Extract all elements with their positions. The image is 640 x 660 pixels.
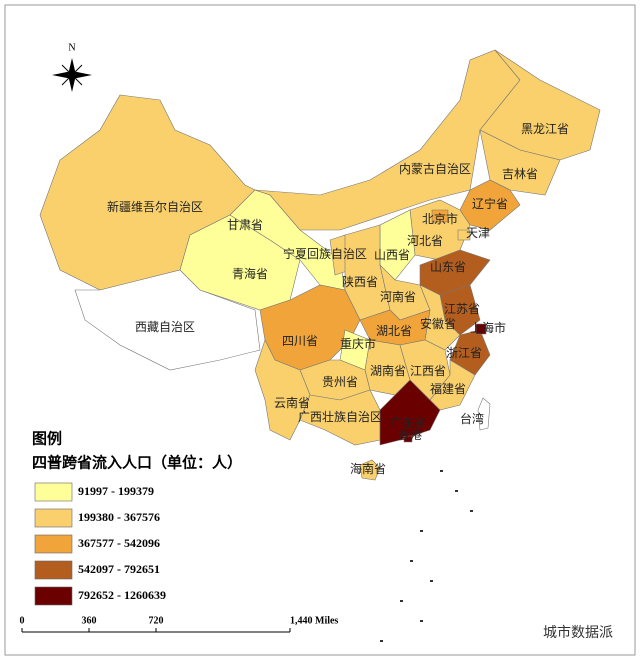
province-label: 四川省 [282,334,318,348]
province-label: 台湾 [460,411,484,426]
province-label: 内蒙古自治区 [399,161,471,176]
compass-label: N [68,42,75,53]
province-label: 香港 [398,428,422,442]
legend-label: 542097 - 792651 [78,562,160,576]
province [359,459,381,481]
legend-swatch [34,534,73,554]
province-label: 湖南省 [370,363,406,378]
province-label: 湖北省 [376,323,412,338]
province [475,323,487,335]
scale-label: 360 [82,615,97,626]
legend-label: 91997 - 199379 [78,484,154,498]
province-label: 北京市 [422,211,458,226]
province-label: 贵州省 [322,375,358,389]
legend-title: 图例 [32,429,62,447]
island [430,580,433,582]
province-label: 新疆维吾尔自治区 [107,199,203,214]
province-label: 浙江省 [446,346,482,360]
province-label: 河北省 [407,234,443,248]
province-label: 西藏自治区 [135,320,195,334]
province [403,435,413,443]
province-label: 天津 [466,226,490,240]
island [420,530,423,532]
island [470,510,473,512]
province-label: 黑龙江省 [521,122,569,136]
legend-label: 367577 - 542096 [78,536,160,550]
province-label: 安徽省 [420,316,456,331]
province-label: 河南省 [380,289,416,304]
province-label: 上海市 [470,320,506,335]
province-label: 广东省 [390,416,426,430]
province-label: 江苏省 [444,302,480,316]
province-label: 宁夏回族自治区 [283,246,367,261]
scale-label: 720 [149,615,164,626]
legend-swatch [34,508,73,528]
legend-swatch [34,482,73,502]
island [440,470,443,472]
island [380,640,383,642]
province-label: 辽宁省 [472,196,508,211]
province-label: 云南省 [274,395,310,410]
legend-subtitle: 四普跨省流入人口（单位：人） [32,453,242,471]
compass [52,58,92,92]
island [455,490,458,492]
legend-label: 792652 - 1260639 [78,588,166,602]
province [74,269,261,371]
legend-swatch [34,586,73,606]
scale-label: 0 [20,615,25,626]
province-label: 江西省 [410,364,446,378]
province-label: 山西省 [374,248,410,262]
island [420,620,423,622]
scale-label: 1,440 Miles [290,615,338,626]
province [477,397,491,431]
legend-label: 199380 - 367576 [78,510,160,524]
province-label: 青海省 [232,266,268,281]
province [379,379,441,446]
province-label: 广西壮族自治区 [298,410,382,424]
province-label: 吉林省 [502,167,538,181]
watermark: 城市数据派 [543,624,613,641]
province-label: 陕西省 [342,274,378,289]
island [410,560,413,562]
province [431,209,449,223]
province [254,339,311,441]
province-label: 海南省 [350,461,386,476]
island [400,600,403,602]
province-label: 重庆市 [340,336,376,351]
province-label: 甘肃省 [227,218,263,232]
province-label: 福建省 [430,381,466,396]
province [457,229,471,241]
province-label: 山东省 [430,260,466,274]
legend-swatch [34,560,73,580]
